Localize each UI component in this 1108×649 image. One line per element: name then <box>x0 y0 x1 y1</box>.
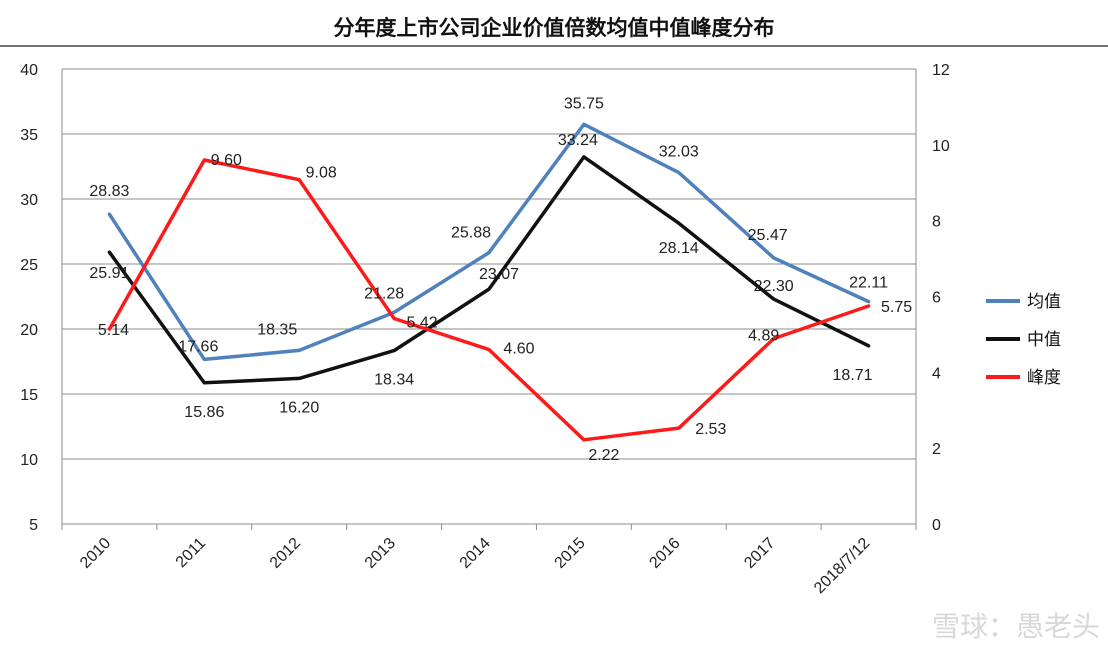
data-label: 9.60 <box>211 152 242 169</box>
series-line-1 <box>107 155 871 385</box>
y-left-tick-label: 25 <box>20 257 38 274</box>
data-label: 16.20 <box>279 399 319 416</box>
y-right-tick-label: 8 <box>932 214 941 231</box>
y-left-tick-label: 5 <box>29 517 38 534</box>
y-left-tick-label: 15 <box>20 387 38 404</box>
data-label: 2.22 <box>588 447 619 464</box>
y-right-tick-label: 4 <box>932 365 941 382</box>
data-label: 4.89 <box>748 328 779 345</box>
data-label: 28.83 <box>89 183 129 200</box>
data-labels: 28.83 17.66 18.35 21.28 25.88 35.75 32.03 25.47… <box>89 95 912 464</box>
y-right-tick-label: 2 <box>932 441 941 458</box>
data-label: 22.30 <box>754 278 794 295</box>
series-line-0 <box>107 122 871 362</box>
legend-label: 中值 <box>1027 330 1061 350</box>
data-label: 28.14 <box>659 240 699 257</box>
data-label: 22.11 <box>849 275 888 292</box>
data-label: 5.42 <box>407 314 438 331</box>
y-right-tick-label: 6 <box>932 290 941 307</box>
data-label: 5.75 <box>881 299 912 316</box>
data-label: 32.03 <box>659 144 699 161</box>
data-label: 18.34 <box>374 372 414 389</box>
y-left-tick-label: 10 <box>20 452 38 469</box>
data-label: 21.28 <box>364 285 404 302</box>
y-right-tick-label: 10 <box>932 138 950 155</box>
legend: 均值中值峰度 <box>986 292 1061 388</box>
y-right-tick-label: 12 <box>932 62 950 79</box>
legend-label: 峰度 <box>1027 368 1061 388</box>
y-right-tick-label: 0 <box>932 517 941 534</box>
data-label: 4.60 <box>503 341 534 358</box>
data-label: 17.66 <box>178 338 218 355</box>
data-label: 15.86 <box>184 404 224 421</box>
legend-label: 均值 <box>1027 292 1061 312</box>
data-label: 2.53 <box>695 421 726 438</box>
data-label: 35.75 <box>564 95 604 112</box>
y-left-tick-label: 35 <box>20 127 38 144</box>
series-lines <box>107 122 871 442</box>
data-label: 9.08 <box>306 165 337 182</box>
data-label: 18.71 <box>833 367 873 384</box>
y-left-tick-label: 30 <box>20 192 38 209</box>
y-left-tick-label: 40 <box>20 62 38 79</box>
chart-title: 分年度上市公司企业价值倍数均值中值峰度分布 <box>334 16 775 40</box>
series-line-2 <box>107 158 871 442</box>
data-label: 5.14 <box>98 322 129 339</box>
data-label: 25.47 <box>748 227 788 244</box>
data-label: 18.35 <box>257 321 297 338</box>
data-label: 25.88 <box>451 225 491 242</box>
data-label: 33.24 <box>558 132 598 149</box>
gridlines <box>62 68 916 460</box>
y-left-tick-label: 20 <box>20 322 38 339</box>
watermark: 雪球：愚老头 <box>932 610 1100 643</box>
data-label: 23.07 <box>479 266 519 283</box>
data-label: 25.91 <box>89 265 129 282</box>
